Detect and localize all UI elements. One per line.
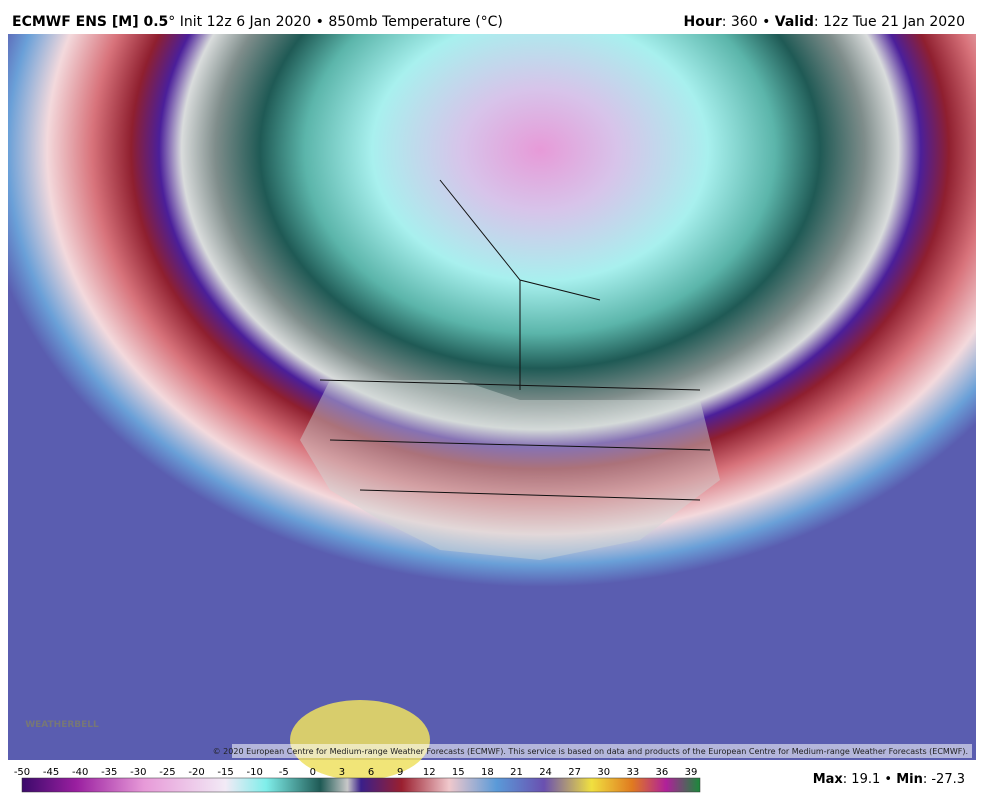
colorbar-label: -30 — [130, 767, 146, 778]
colorbar-label: -45 — [43, 767, 59, 778]
colorbar-label: 3 — [339, 767, 345, 778]
model: ECMWF ENS [M] 0.5 — [12, 14, 168, 30]
min-label: Min — [896, 772, 923, 787]
borders — [319, 179, 711, 501]
colorbar-label: 36 — [656, 767, 669, 778]
land-highlight — [300, 380, 720, 560]
colorbar-label: 27 — [568, 767, 581, 778]
hour: : 360 • — [722, 14, 775, 30]
colorbar-labels: -50 -45 -40 -35 -30 -25 -20 -15 -10 -5 0 3 6 9 12 15 18 2… — [14, 767, 698, 778]
colorbar-label: -10 — [247, 767, 263, 778]
colorbar-label: 12 — [423, 767, 436, 778]
colorbar — [21, 777, 701, 793]
colorbar-label: -35 — [101, 767, 117, 778]
header-left: ECMWF ENS [M] 0.5° Init 12z 6 Jan 2020 •… — [12, 14, 503, 30]
hour-label: Hour — [684, 14, 722, 30]
colorbar-label: 15 — [452, 767, 465, 778]
copyright: © 2020 European Centre for Medium-range … — [213, 747, 968, 756]
colorbar-label: 18 — [481, 767, 494, 778]
colorbar-label: 21 — [510, 767, 523, 778]
colorbar-label: -5 — [279, 767, 289, 778]
max-label: Max — [813, 772, 844, 787]
temperature-field — [8, 34, 976, 760]
header-right: Hour: 360 • Valid: 12z Tue 21 Jan 2020 — [684, 14, 965, 30]
valid: : 12z Tue 21 Jan 2020 — [814, 14, 965, 30]
copyright-bg — [232, 744, 972, 758]
colorbar-label: 9 — [397, 767, 403, 778]
watermark: WEATHERBELL — [25, 720, 99, 730]
min: : -27.3 — [923, 772, 965, 787]
colorbar-label: 24 — [539, 767, 552, 778]
colorbar-label: 33 — [626, 767, 639, 778]
warm-patch — [290, 700, 430, 780]
colorbar-label: 39 — [685, 767, 698, 778]
colorbar-label: -50 — [14, 767, 30, 778]
stats: Max: 19.1 • Min: -27.3 — [813, 772, 965, 787]
colorbar-label: -15 — [217, 767, 233, 778]
colorbar-label: 6 — [368, 767, 374, 778]
colorbar-label: 30 — [597, 767, 610, 778]
colorbar-label: -20 — [188, 767, 204, 778]
colorbar-label: -40 — [72, 767, 88, 778]
colorbar-label: 0 — [310, 767, 316, 778]
valid-label: Valid — [775, 14, 814, 30]
colorbar-label: -25 — [159, 767, 175, 778]
max: : 19.1 • — [843, 772, 896, 787]
init: ° Init 12z 6 Jan 2020 • 850mb Temperatur… — [168, 14, 503, 30]
